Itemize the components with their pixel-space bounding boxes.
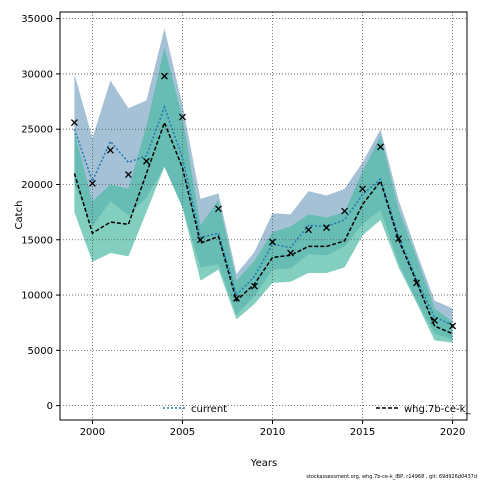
observed-point xyxy=(70,119,78,127)
legend: current whg.7b-ce-k_ xyxy=(163,404,471,415)
observed-point xyxy=(359,185,367,193)
observed-point xyxy=(251,282,258,290)
y-axis-label: Catch xyxy=(14,201,25,230)
observed-point xyxy=(124,171,132,178)
observed-point xyxy=(142,157,150,165)
x-tick-label: 2020 xyxy=(440,427,465,438)
observed-point xyxy=(215,205,222,213)
observed-point xyxy=(413,279,421,287)
footnote: stockassessment.org, whg.7b-ce-k_IBP, r1… xyxy=(306,474,477,480)
plot-frame xyxy=(59,11,468,421)
observed-point xyxy=(160,72,168,80)
observed-points xyxy=(70,72,457,330)
series-lines xyxy=(73,104,453,335)
observed-point xyxy=(88,179,96,187)
y-tick-label: 15000 xyxy=(21,235,53,246)
observed-point xyxy=(323,224,330,232)
observed-point xyxy=(305,226,312,234)
observed-point xyxy=(341,207,348,215)
observed-point xyxy=(233,294,240,302)
observed-point xyxy=(431,317,439,324)
series-line-1 xyxy=(73,120,453,335)
y-tick-label: 0 xyxy=(47,401,53,412)
y-tick-label: 25000 xyxy=(21,125,53,136)
observed-point xyxy=(269,238,276,246)
x-tick-label: 2005 xyxy=(170,427,195,438)
y-tick-label: 30000 xyxy=(21,69,53,80)
legend-label-current: current xyxy=(191,404,227,415)
observed-point xyxy=(179,113,186,121)
x-tick-label: 2015 xyxy=(350,427,375,438)
observed-point xyxy=(395,235,403,243)
x-axis-label: Years xyxy=(250,458,277,469)
legend-label-whg: whg.7b-ce-k_ xyxy=(404,404,471,415)
observed-point xyxy=(287,249,294,257)
x-axis-ticks: 2000 2005 2010 2015 2020 xyxy=(80,420,465,438)
series-line-0 xyxy=(73,104,453,326)
x-tick-label: 2000 xyxy=(80,427,105,438)
x-tick-label: 2010 xyxy=(260,427,285,438)
y-tick-label: 35000 xyxy=(21,14,53,25)
y-tick-label: 10000 xyxy=(21,291,53,302)
y-axis-ticks: 0 5000 10000 15000 20000 25000 30000 35000 xyxy=(21,14,60,412)
y-tick-label: 20000 xyxy=(21,180,53,191)
confidence-bands xyxy=(74,28,453,343)
observed-point xyxy=(197,236,204,244)
y-tick-label: 5000 xyxy=(28,346,53,357)
observed-point xyxy=(377,143,385,151)
observed-point xyxy=(449,322,457,330)
observed-point xyxy=(106,146,114,154)
